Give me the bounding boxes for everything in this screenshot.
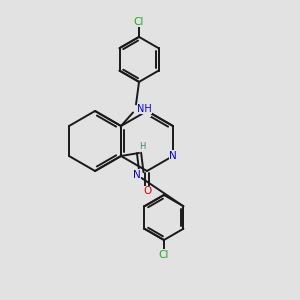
Text: N: N (133, 170, 141, 180)
Text: N: N (143, 106, 151, 116)
Text: NH: NH (137, 103, 152, 114)
Text: O: O (143, 186, 151, 196)
Text: H: H (139, 142, 145, 151)
Text: Cl: Cl (134, 17, 144, 27)
Text: Cl: Cl (159, 250, 169, 260)
Text: N: N (169, 151, 177, 161)
